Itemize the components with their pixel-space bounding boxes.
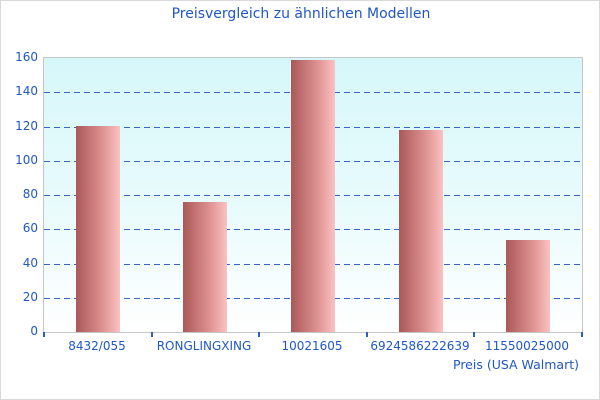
bar <box>183 202 227 332</box>
y-axis-label: 40 <box>22 255 38 270</box>
x-axis-label: RONGLINGXING <box>156 339 252 353</box>
x-tick <box>473 332 475 337</box>
y-axis-label: 0 <box>30 324 38 338</box>
y-axis-label: 60 <box>22 221 38 236</box>
x-tick <box>258 332 260 337</box>
bar <box>291 60 335 332</box>
chart-title: Preisvergleich zu ähnlichen Modellen <box>171 6 431 22</box>
bar <box>506 240 550 332</box>
x-axis-label: 10021605 <box>281 339 343 353</box>
x-tick <box>581 332 583 337</box>
x-axis-label: 11550025000 <box>485 339 569 353</box>
x-tick <box>366 332 368 337</box>
x-axis-title: Preis (USA Walmart) <box>453 357 579 372</box>
bar <box>76 126 120 332</box>
x-tick <box>43 332 45 337</box>
y-axis-label: 100 <box>15 152 38 167</box>
y-axis-label: 140 <box>15 84 38 99</box>
bar <box>399 130 443 332</box>
x-tick <box>151 332 153 337</box>
y-axis-label: 160 <box>15 50 38 64</box>
y-axis-label: 120 <box>15 118 38 133</box>
plot-area <box>43 57 583 333</box>
y-axis-label: 20 <box>22 289 38 304</box>
y-axis-label: 80 <box>22 187 38 201</box>
x-axis-label: 6924586222639 <box>370 339 470 353</box>
x-axis-label: 8432/055 <box>68 339 126 353</box>
